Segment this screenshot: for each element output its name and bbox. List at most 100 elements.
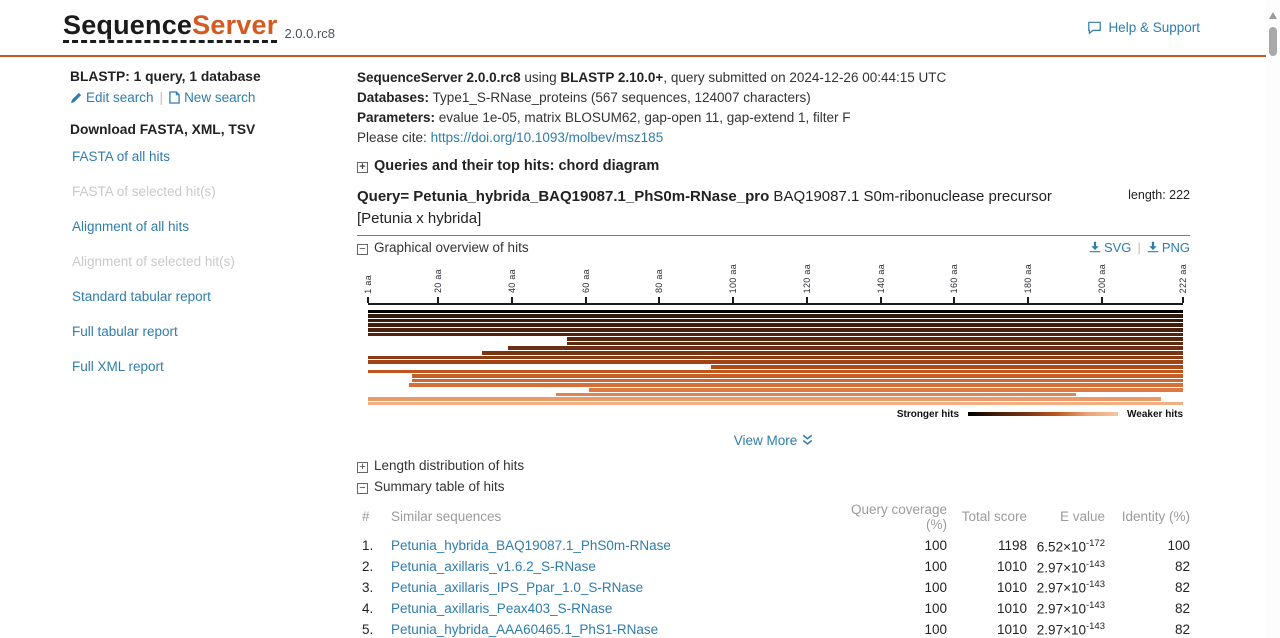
hit-bar[interactable] bbox=[368, 318, 1183, 323]
col-header-total-score: Total score bbox=[961, 509, 1027, 524]
hit-row: 2. Petunia_axillaris_v1.6.2_S-RNase 100 101… bbox=[357, 556, 1190, 577]
sidebar: BLASTP: 1 query, 1 database Edit search … bbox=[0, 57, 357, 638]
scroll-up-arrow-icon[interactable] bbox=[1269, 12, 1277, 19]
hit-row: 1. Petunia_hybrida_BAQ19087.1_PhS0m-RNase… bbox=[357, 536, 1190, 557]
summary-table-section-header[interactable]: Summary table of hits bbox=[357, 479, 1190, 494]
edit-search-link[interactable]: Edit search bbox=[70, 90, 154, 105]
hit-bar[interactable] bbox=[710, 364, 1183, 369]
meta-blast-version: BLASTP 2.10.0+ bbox=[560, 70, 664, 85]
download-section-title: Download FASTA, XML, TSV bbox=[70, 122, 256, 137]
hit-bar[interactable] bbox=[412, 374, 1183, 378]
sidebar-download-link: FASTA of selected hit(s) bbox=[72, 184, 216, 199]
chat-bubble-icon bbox=[1088, 21, 1102, 35]
hit-name-cell: Petunia_hybrida_BAQ19087.1_PhS0m-RNase bbox=[391, 536, 827, 557]
hit-evalue: 2.97×10-143 bbox=[1036, 600, 1105, 617]
axis-tick-label: 80 aa bbox=[654, 269, 665, 294]
sidebar-download-link[interactable]: Full tabular report bbox=[72, 324, 178, 339]
app-header: SequenceServer 2.0.0.rc8 Help & Support bbox=[0, 0, 1280, 57]
axis-tick-mark bbox=[953, 296, 956, 303]
hit-sequence-link[interactable]: Petunia_axillaris_v1.6.2_S-RNase bbox=[391, 559, 596, 575]
hit-sequence-link[interactable]: Petunia_axillaris_IPS_Ppar_1.0_S-RNase bbox=[391, 580, 644, 596]
hit-bar[interactable] bbox=[368, 314, 1183, 318]
help-support-link[interactable]: Help & Support bbox=[1087, 20, 1200, 35]
separator: | bbox=[159, 90, 164, 105]
overview-download-links: SVG | PNG bbox=[1089, 240, 1190, 255]
hit-bar[interactable] bbox=[408, 383, 1183, 387]
graphical-overview-toggle[interactable]: Graphical overview of hits bbox=[357, 240, 529, 255]
hit-total-score: 1010 bbox=[996, 559, 1027, 575]
app-logo[interactable]: SequenceServer 2.0.0.rc8 bbox=[63, 12, 335, 43]
hit-bar[interactable] bbox=[508, 346, 1183, 351]
expand-icon[interactable] bbox=[357, 461, 368, 473]
hit-evalue: 2.97×10-143 bbox=[1036, 558, 1105, 576]
sidebar-download-link[interactable]: Standard tabular report bbox=[72, 289, 211, 304]
edit-search-label: Edit search bbox=[86, 90, 154, 105]
download-icon bbox=[1147, 241, 1159, 253]
pencil-icon bbox=[71, 92, 82, 103]
download-icon bbox=[1089, 241, 1101, 253]
hit-bar[interactable] bbox=[368, 323, 1183, 327]
hit-query-coverage: 100 bbox=[924, 601, 947, 617]
query-title: Query= Petunia_hybrida_BAQ19087.1_PhS0m-… bbox=[357, 186, 1102, 230]
chord-diagram-section-header[interactable]: Queries and their top hits: chord diagra… bbox=[357, 158, 1190, 174]
sidebar-download-link[interactable]: FASTA of all hits bbox=[72, 149, 171, 164]
download-links: FASTA of all hits FASTA of selected hit(s… bbox=[70, 144, 357, 380]
hit-bar[interactable] bbox=[368, 401, 1183, 406]
sidebar-download-link[interactable]: Alignment of all hits bbox=[72, 219, 190, 234]
legend-gradient bbox=[968, 412, 1119, 416]
hit-sequence-link[interactable]: Petunia_axillaris_Peax403_S-RNase bbox=[391, 601, 613, 617]
collapse-icon[interactable] bbox=[357, 482, 368, 494]
double-chevron-down-icon bbox=[802, 434, 813, 445]
hit-name-cell: Petunia_axillaris_Peax403_S-RNase bbox=[391, 598, 827, 619]
hit-bar[interactable] bbox=[368, 360, 1183, 364]
hit-name-cell: Petunia_axillaris_IPS_Ppar_1.0_S-RNase bbox=[391, 577, 827, 598]
new-search-link[interactable]: New search bbox=[169, 90, 255, 105]
axis-tick-label: 120 aa bbox=[801, 264, 812, 294]
chart-x-axis: 1 aa 20 aa 40 aa 60 aa 80 aa 100 aa 120 aa 140 … bbox=[363, 261, 1188, 305]
collapse-icon[interactable] bbox=[357, 243, 368, 255]
view-more-link[interactable]: View More bbox=[734, 433, 814, 448]
meta-submitted: , query submitted on 2024-12-26 00:44:15… bbox=[663, 70, 947, 85]
hit-identity: 82 bbox=[1174, 601, 1190, 617]
hit-bar[interactable] bbox=[368, 397, 1161, 401]
length-distribution-section-header[interactable]: Length distribution of hits bbox=[357, 458, 1190, 473]
download-png-link[interactable]: PNG bbox=[1147, 240, 1190, 255]
hit-bar[interactable] bbox=[567, 341, 1183, 346]
report-main: SequenceServer 2.0.0.rc8 using BLASTP 2.… bbox=[357, 57, 1190, 638]
download-svg-link[interactable]: SVG bbox=[1089, 240, 1131, 255]
sidebar-download-link[interactable]: Full XML report bbox=[72, 359, 164, 374]
meta-databases-value: Type1_S-RNase_proteins (567 sequences, 1… bbox=[429, 90, 811, 105]
vertical-scrollbar[interactable] bbox=[1266, 0, 1280, 638]
hit-bar[interactable] bbox=[368, 332, 1183, 337]
hit-sequence-link[interactable]: Petunia_hybrida_BAQ19087.1_PhS0m-RNase bbox=[391, 538, 671, 554]
hit-identity: 100 bbox=[1167, 538, 1190, 554]
hit-bar[interactable] bbox=[368, 309, 1183, 314]
scrollbar-thumb[interactable] bbox=[1269, 27, 1277, 56]
hit-rank: 5. bbox=[362, 621, 374, 637]
sidebar-title: BLASTP: 1 query, 1 database bbox=[70, 69, 261, 84]
graphical-overview-title: Graphical overview of hits bbox=[374, 239, 529, 255]
axis-tick-mark bbox=[732, 296, 735, 303]
logo-wordmark: SequenceServer bbox=[63, 10, 278, 43]
axis-tick-label: 160 aa bbox=[949, 264, 960, 294]
hit-bar[interactable] bbox=[567, 337, 1183, 341]
hit-bar[interactable] bbox=[368, 369, 1183, 374]
hit-sequence-link[interactable]: Petunia_hybrida_AAA60465.1_PhS1-RNase bbox=[391, 621, 659, 637]
col-header-evalue: E value bbox=[1059, 509, 1105, 524]
hit-bar[interactable] bbox=[368, 355, 1183, 360]
hit-name-cell: Petunia_hybrida_AAA60465.1_PhS1-RNase bbox=[391, 619, 827, 638]
hit-query-coverage: 100 bbox=[924, 621, 947, 637]
hit-bar[interactable] bbox=[556, 392, 1077, 397]
hit-bar[interactable] bbox=[368, 327, 1183, 332]
expand-icon[interactable] bbox=[357, 162, 368, 173]
col-header-similar-sequences: Similar sequences bbox=[391, 509, 502, 524]
hit-bar[interactable] bbox=[589, 388, 1183, 392]
logo-sequence-text: Sequence bbox=[63, 10, 193, 40]
axis-tick-label: 180 aa bbox=[1023, 264, 1034, 294]
hit-bar[interactable] bbox=[412, 378, 1183, 383]
axis-tick-label: 1 aa bbox=[363, 274, 373, 294]
hit-bar[interactable] bbox=[482, 351, 1183, 355]
citation-link[interactable]: https://doi.org/10.1093/molbev/msz185 bbox=[430, 130, 664, 145]
axis-tick-label: 60 aa bbox=[580, 269, 591, 294]
hit-evalue: 2.97×10-143 bbox=[1036, 621, 1105, 638]
